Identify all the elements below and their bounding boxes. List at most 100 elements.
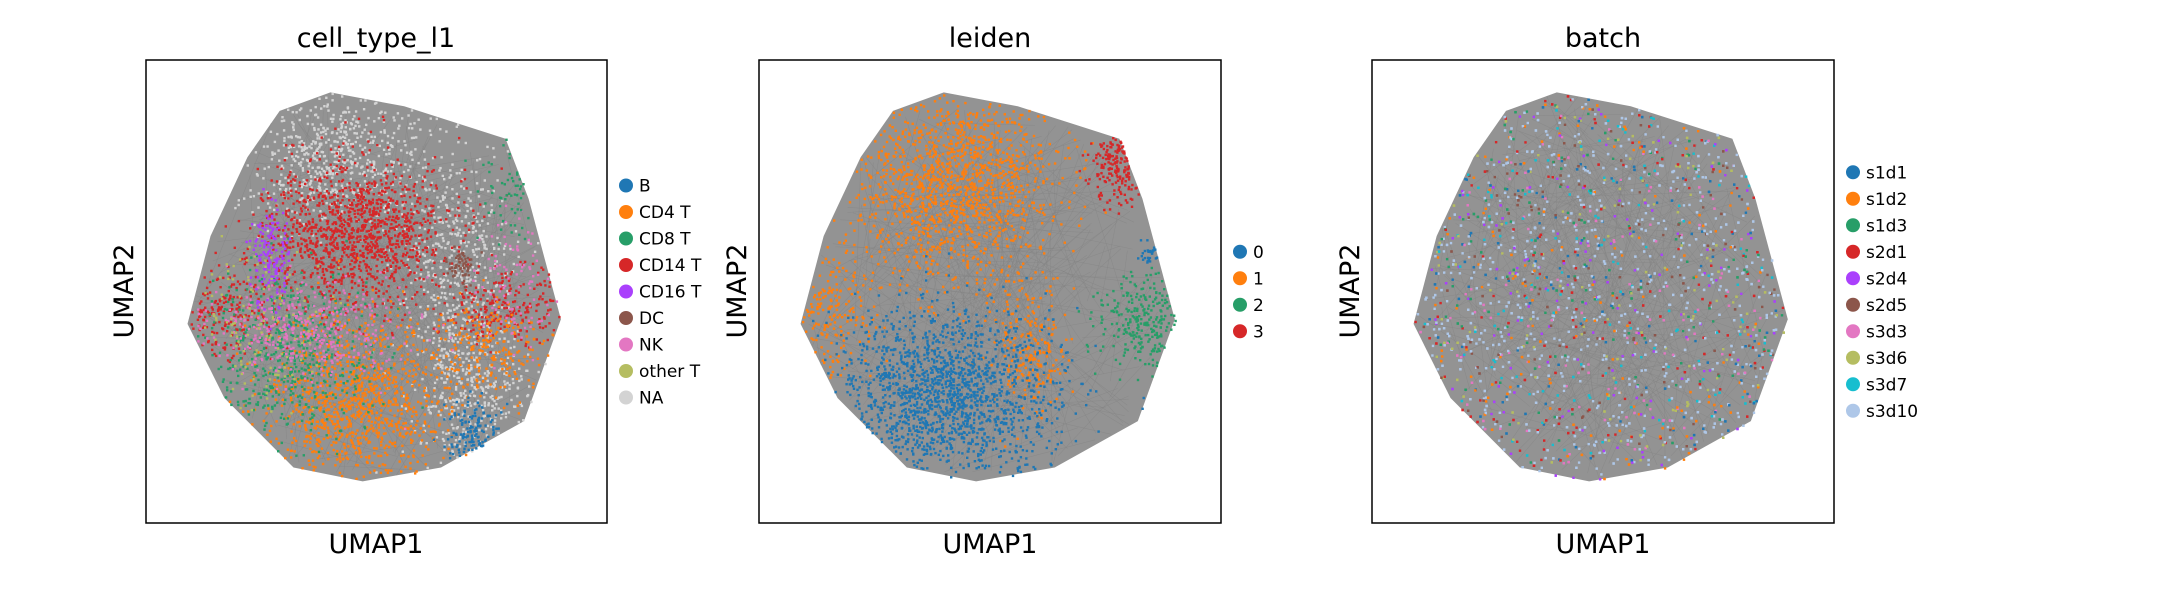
data-point bbox=[301, 467, 304, 470]
data-point bbox=[267, 407, 270, 410]
data-point bbox=[243, 324, 247, 327]
data-point bbox=[541, 298, 544, 301]
data-point bbox=[329, 435, 332, 438]
data-point bbox=[498, 396, 501, 399]
data-point bbox=[285, 423, 288, 426]
data-point bbox=[356, 240, 359, 243]
data-point bbox=[358, 409, 361, 412]
data-point bbox=[295, 211, 298, 214]
data-point bbox=[372, 275, 375, 278]
data-point bbox=[304, 356, 307, 360]
data-point bbox=[337, 336, 340, 339]
data-point bbox=[476, 271, 479, 274]
data-point bbox=[412, 245, 416, 248]
data-point bbox=[445, 406, 449, 410]
data-point bbox=[341, 450, 344, 453]
data-point bbox=[367, 429, 370, 432]
data-point bbox=[360, 193, 363, 197]
data-point bbox=[411, 127, 414, 130]
data-point bbox=[233, 313, 236, 316]
data-point bbox=[371, 286, 374, 289]
data-point bbox=[281, 352, 285, 355]
data-point bbox=[380, 398, 383, 402]
data-point bbox=[287, 367, 290, 370]
data-point bbox=[480, 326, 483, 329]
data-point bbox=[296, 379, 300, 383]
data-point bbox=[319, 123, 323, 126]
data-point bbox=[401, 204, 404, 207]
data-point bbox=[371, 412, 374, 415]
data-point bbox=[465, 300, 468, 304]
data-point bbox=[429, 430, 433, 433]
data-point bbox=[484, 385, 488, 389]
data-point bbox=[318, 171, 322, 174]
data-point bbox=[468, 335, 472, 339]
data-point bbox=[348, 408, 351, 411]
data-point bbox=[330, 202, 334, 206]
data-point bbox=[448, 176, 451, 179]
data-point bbox=[508, 324, 511, 327]
data-point bbox=[355, 374, 358, 378]
data-point bbox=[222, 301, 226, 304]
data-point bbox=[226, 359, 230, 362]
data-point bbox=[310, 422, 313, 426]
data-point bbox=[377, 376, 380, 380]
data-point bbox=[404, 432, 408, 435]
data-point bbox=[494, 351, 498, 354]
data-point bbox=[482, 342, 486, 346]
data-point bbox=[489, 351, 492, 354]
data-point bbox=[388, 249, 392, 252]
data-point bbox=[353, 282, 357, 285]
data-point bbox=[337, 384, 340, 388]
data-point bbox=[368, 383, 371, 386]
data-point bbox=[406, 380, 409, 383]
data-point bbox=[479, 375, 482, 378]
data-point bbox=[461, 399, 464, 402]
data-point bbox=[542, 268, 545, 271]
data-point bbox=[284, 416, 287, 420]
data-point bbox=[349, 263, 352, 266]
data-point bbox=[389, 199, 392, 202]
data-point bbox=[192, 327, 195, 330]
data-point bbox=[292, 123, 295, 126]
data-point bbox=[479, 308, 483, 311]
data-point bbox=[329, 298, 333, 301]
data-point bbox=[482, 251, 485, 255]
data-point bbox=[420, 349, 424, 353]
data-point bbox=[471, 266, 475, 269]
data-point bbox=[265, 412, 268, 415]
data-point bbox=[347, 210, 350, 213]
data-point bbox=[343, 187, 347, 190]
data-point bbox=[520, 404, 524, 408]
data-point bbox=[381, 329, 384, 332]
data-point bbox=[457, 195, 461, 199]
data-point bbox=[340, 434, 344, 437]
data-point bbox=[477, 283, 480, 287]
data-point bbox=[448, 334, 451, 337]
data-point bbox=[487, 344, 491, 347]
data-point bbox=[492, 336, 495, 340]
data-point bbox=[358, 276, 361, 279]
data-point bbox=[421, 186, 424, 189]
data-point bbox=[336, 140, 339, 144]
data-point bbox=[377, 212, 380, 215]
data-point bbox=[358, 267, 361, 270]
data-point bbox=[343, 426, 347, 429]
data-point bbox=[392, 302, 395, 305]
data-point bbox=[507, 321, 511, 324]
data-point bbox=[415, 470, 418, 473]
data-point bbox=[467, 335, 470, 338]
data-point bbox=[469, 404, 473, 407]
data-point bbox=[308, 212, 311, 216]
data-point bbox=[414, 148, 417, 151]
data-point bbox=[382, 120, 386, 123]
data-point bbox=[403, 362, 407, 365]
data-point bbox=[287, 176, 290, 179]
data-point bbox=[401, 444, 404, 447]
data-point bbox=[372, 391, 376, 395]
data-point bbox=[533, 250, 537, 253]
data-point bbox=[343, 390, 346, 393]
data-point bbox=[481, 254, 484, 257]
data-point bbox=[232, 295, 235, 299]
data-point bbox=[361, 131, 364, 134]
